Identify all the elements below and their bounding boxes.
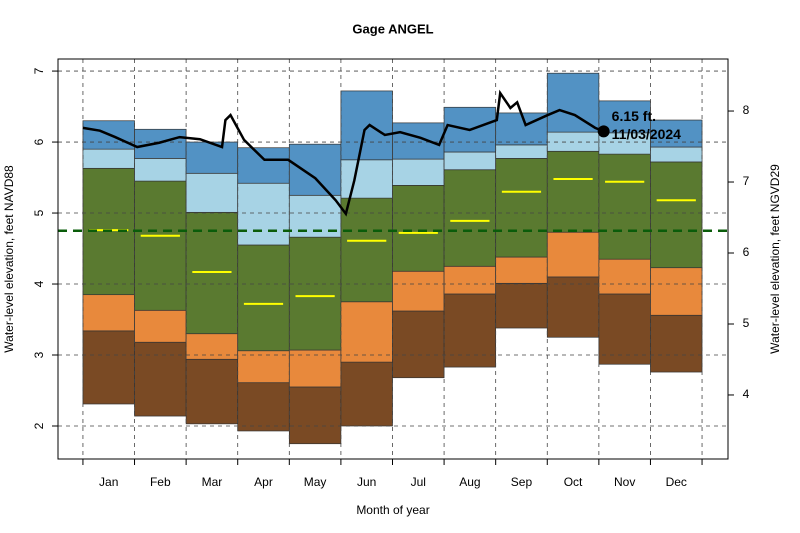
band [185, 141, 239, 174]
band [134, 341, 187, 417]
y-tick-label: 5 [32, 209, 46, 216]
band [185, 358, 239, 425]
x-tick-label: Aug [459, 475, 480, 489]
band [134, 158, 187, 182]
y2-tick-label: 8 [743, 103, 750, 117]
band [392, 270, 445, 312]
band [495, 144, 548, 159]
band [185, 333, 239, 360]
x-tick-label: Apr [254, 475, 273, 489]
annotation-date: 11/03/2024 [612, 126, 682, 142]
band [443, 265, 497, 295]
band [134, 128, 187, 159]
y2-tick-label: 5 [743, 316, 750, 330]
band [340, 159, 393, 199]
y-tick-label: 4 [32, 280, 46, 287]
band [443, 151, 497, 171]
band [288, 143, 342, 196]
current-line [82, 89, 605, 217]
band [340, 197, 393, 303]
band [237, 244, 290, 352]
band [237, 182, 290, 246]
band [134, 309, 187, 343]
y2-tick-label: 4 [743, 387, 750, 401]
x-tick-label: Jul [411, 475, 426, 489]
band [443, 169, 497, 267]
x-tick-label: Oct [564, 475, 583, 489]
band [392, 185, 445, 272]
band [392, 310, 445, 379]
y2-tick-label: 6 [743, 245, 750, 259]
band [546, 72, 600, 133]
band [650, 146, 703, 163]
band [185, 172, 239, 213]
band [650, 267, 703, 316]
x-axis-label: Month of year [356, 503, 429, 517]
band [598, 153, 651, 260]
band [340, 301, 393, 363]
band [82, 294, 135, 332]
band [134, 180, 187, 311]
band [288, 236, 342, 351]
band [650, 161, 703, 269]
y-tick-label: 7 [32, 67, 46, 74]
x-tick-label: Mar [202, 475, 223, 489]
band [237, 382, 290, 432]
band [546, 150, 600, 233]
band [237, 147, 290, 184]
band [392, 158, 445, 186]
x-tick-label: Nov [614, 475, 635, 489]
band [82, 148, 135, 169]
band [495, 256, 548, 284]
band [288, 386, 342, 445]
y2-tick-label: 7 [743, 174, 750, 188]
x-tick-label: Jun [357, 475, 376, 489]
x-tick-label: Sep [511, 475, 533, 489]
y-axis-label: Water-level elevation, feet NAVD88 [2, 165, 16, 353]
x-tick-label: Jan [99, 475, 118, 489]
band [82, 330, 135, 405]
band [340, 361, 393, 427]
band [392, 122, 445, 160]
band [340, 90, 393, 161]
band [288, 349, 342, 388]
y-tick-label: 2 [32, 422, 46, 429]
x-tick-label: May [304, 475, 327, 489]
current-point [597, 125, 610, 138]
band [546, 276, 600, 338]
plot-frame [57, 58, 729, 460]
y2-axis-label: Water-level elevation, feet NGVD29 [768, 164, 782, 354]
band [443, 293, 497, 368]
y-tick-label: 3 [32, 351, 46, 358]
band [598, 258, 651, 295]
band [185, 211, 239, 335]
band [237, 350, 290, 384]
band [546, 231, 600, 278]
band [495, 282, 548, 329]
band [650, 314, 703, 373]
annotation-value: 6.15 ft. [612, 108, 656, 124]
band [598, 293, 651, 365]
y-tick-label: 6 [32, 138, 46, 145]
band [495, 158, 548, 258]
x-tick-label: Feb [150, 475, 171, 489]
chart-title: Gage ANGEL [352, 21, 433, 36]
x-tick-label: Dec [666, 475, 687, 489]
